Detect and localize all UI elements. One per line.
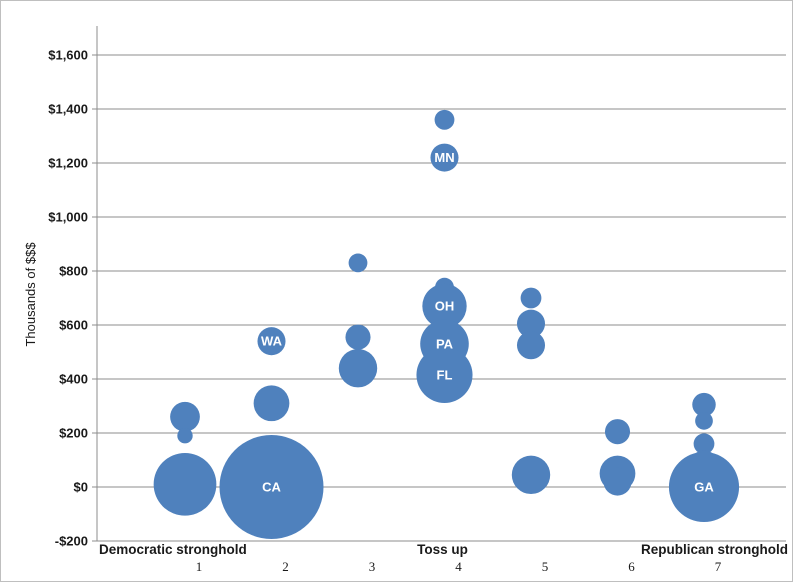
bubble [692,392,716,417]
bubble [511,455,551,495]
bubble-wa [257,327,286,356]
bubble [516,309,546,338]
bubble [693,433,715,455]
bubble [177,428,193,444]
x-tick-label: 6 [628,559,635,574]
bubble-label-fl: FL [437,367,453,382]
x-category-labels: Democratic stronghold Toss up Republican s… [99,542,788,557]
x-tick-label: 4 [455,559,462,574]
y-tick-label: $800 [59,264,88,279]
y-tick-label: $1,400 [48,102,88,117]
x-tick-label: 5 [542,559,549,574]
x-category-label: Democratic stronghold [99,542,247,557]
bubble [348,253,368,273]
bubble-label-pa: PA [436,336,454,351]
y-tick-label: $1,200 [48,156,88,171]
bubble [604,419,631,445]
y-tick-label: $1,000 [48,210,88,225]
y-axis-title: Thousands of $$$ [23,242,38,347]
bubble [520,287,542,309]
bubble-label-mn: MN [434,150,454,165]
bubbles [153,109,740,539]
bubble-oh [422,283,467,329]
y-tick-label: $0 [74,480,88,495]
bubble-mn [430,143,459,172]
bubble-fl [416,346,473,403]
axes [92,26,98,542]
y-tick-label: -$200 [55,534,88,549]
bubble-label-wa: WA [261,334,283,349]
bubble [516,331,546,360]
bubble [434,109,455,130]
y-tick-label: $400 [59,372,88,387]
bubble-label-ca: CA [262,480,281,495]
x-tick-label: 2 [282,559,289,574]
bubble-labels: WA CA MN OH PA FL GA [261,150,714,494]
y-tick-label: $200 [59,426,88,441]
bubble [695,411,713,430]
bubble-label-oh: OH [435,299,455,314]
bubble-label-ga: GA [694,480,714,495]
y-tick-labels: -$200 $0 $200 $400 $600 $800 $1,000 $1,200 $1,40… [48,48,88,549]
x-category-label: Republican stronghold [641,542,788,557]
bubble [153,452,217,516]
bubble-ca [219,435,324,539]
y-tick-label: $600 [59,318,88,333]
x-tick-label: 3 [369,559,376,574]
bubble [345,324,371,350]
x-tick-labels: 1 2 3 4 5 6 7 [196,559,722,574]
bubble [170,401,200,432]
bubble [253,385,290,422]
x-tick-label: 1 [196,559,203,574]
x-tick-label: 7 [715,559,722,574]
x-category-label: Toss up [417,542,468,557]
bubble [338,348,378,388]
y-tick-label: $1,600 [48,48,88,63]
bubble-ga [668,451,740,523]
bubble [603,467,632,496]
